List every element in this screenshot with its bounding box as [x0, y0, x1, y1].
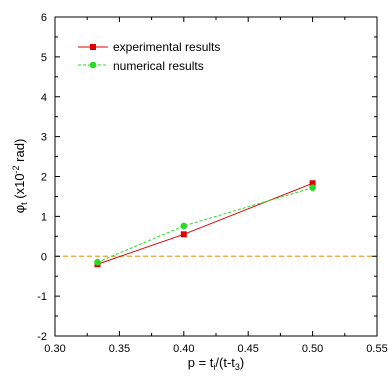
y-tick-label: 6 [41, 12, 47, 24]
x-tick-label: 0.45 [237, 343, 258, 355]
x-tick-label: 0.40 [173, 343, 194, 355]
numerical-point [309, 184, 316, 191]
y-axis-label: φt (x10-2 rad) [11, 139, 29, 214]
x-tick-label: 0.55 [366, 343, 387, 355]
legend: experimental results numerical results [78, 40, 220, 73]
y-tick-label: 5 [41, 52, 47, 64]
numerical-point [180, 222, 188, 230]
numerical-point [94, 258, 101, 266]
series-layer [94, 180, 316, 268]
x-tick-label: 0.50 [302, 343, 323, 355]
series-line-0 [97, 182, 313, 265]
y-tick-label: -2 [37, 331, 47, 343]
legend-marker-numerical [89, 61, 97, 69]
experimental-point [309, 180, 316, 187]
series-line-1 [97, 187, 313, 263]
y-tick-label: -1 [37, 291, 47, 303]
x-tick-label: 0.35 [109, 343, 130, 355]
y-tick-label: 1 [41, 211, 47, 223]
legend-marker-experimental [90, 44, 96, 50]
y-tick-label: 2 [41, 172, 47, 184]
x-axis-label: p = ti/(t-t3) [188, 355, 245, 372]
legend-label-experimental: experimental results [113, 40, 220, 54]
axis-ticks: 0.30 0.35 0.40 0.45 0.50 0.55 -2 -1 0 1 2 3 4 5 6 [37, 12, 387, 355]
y-tick-label: 3 [41, 132, 47, 144]
y-tick-label: 0 [41, 251, 47, 263]
x-tick-label: 0.30 [44, 343, 65, 355]
legend-label-numerical: numerical results [113, 59, 204, 73]
experimental-point [180, 231, 187, 238]
y-tick-label: 4 [41, 92, 47, 104]
